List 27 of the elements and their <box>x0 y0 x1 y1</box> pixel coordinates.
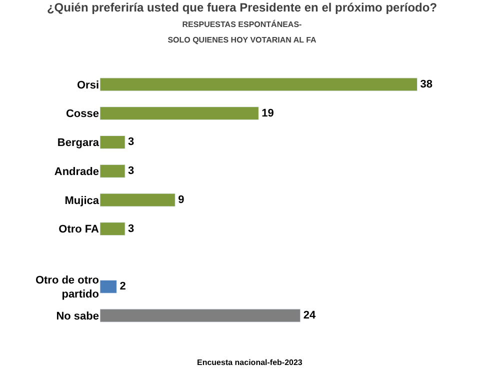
chart-title: ¿Quién preferiría usted que fuera Presidente en el próximo período? <box>46 0 438 14</box>
data-label: 3 <box>128 165 134 178</box>
y-tick-label: No sabe <box>56 310 99 322</box>
data-label: 38 <box>420 78 433 90</box>
bar <box>100 164 126 178</box>
y-tick-label: Otro FA <box>58 224 100 236</box>
y-tick-label: Orsi <box>76 79 99 92</box>
bar <box>100 308 301 322</box>
data-label: 19 <box>262 107 274 120</box>
text: Encuesta nacional-feb-2023 <box>197 358 303 367</box>
y-tick-label: Cosse <box>66 108 99 120</box>
y-tick-label: Andrade <box>54 166 99 178</box>
bar <box>100 106 259 120</box>
data-label: 2 <box>120 280 126 293</box>
y-tick-label: Otro de otro partido <box>35 274 100 301</box>
bar <box>100 280 117 294</box>
bar <box>100 222 126 236</box>
data-label: 3 <box>128 222 134 235</box>
bar <box>100 135 126 149</box>
bar <box>100 193 176 207</box>
data-label: 9 <box>178 194 184 206</box>
bar <box>100 78 418 92</box>
data-label: 24 <box>303 310 317 322</box>
y-tick-label: Mujica <box>64 194 100 207</box>
y-tick-label: Bergara <box>57 137 100 150</box>
data-label: 3 <box>128 136 134 148</box>
chart-subtitle: RESPUESTAS ESPONTÁNEAS- SOLO QUIENES HOY VOTARIAN AL FA <box>168 18 317 44</box>
